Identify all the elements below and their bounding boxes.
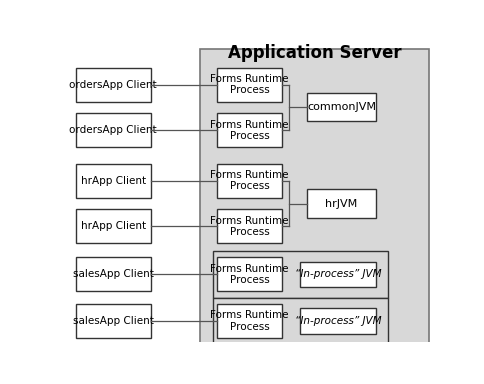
Text: Forms Runtime
Process: Forms Runtime Process: [210, 216, 288, 237]
FancyBboxPatch shape: [76, 257, 151, 291]
FancyBboxPatch shape: [76, 113, 151, 147]
FancyBboxPatch shape: [216, 209, 282, 243]
FancyBboxPatch shape: [216, 164, 282, 198]
FancyBboxPatch shape: [216, 257, 282, 291]
FancyBboxPatch shape: [76, 209, 151, 243]
Text: commonJVM: commonJVM: [306, 103, 375, 113]
FancyBboxPatch shape: [212, 298, 387, 344]
FancyBboxPatch shape: [212, 251, 387, 298]
FancyBboxPatch shape: [199, 49, 428, 348]
FancyBboxPatch shape: [216, 68, 282, 101]
Text: Forms Runtime
Process: Forms Runtime Process: [210, 310, 288, 332]
Text: hrJVM: hrJVM: [325, 199, 357, 209]
FancyBboxPatch shape: [300, 308, 375, 334]
Text: Forms Runtime
Process: Forms Runtime Process: [210, 263, 288, 285]
Text: ordersApp Client: ordersApp Client: [69, 79, 157, 89]
Text: Forms Runtime
Process: Forms Runtime Process: [210, 170, 288, 191]
FancyBboxPatch shape: [306, 189, 376, 218]
Text: Forms Runtime
Process: Forms Runtime Process: [210, 74, 288, 95]
Text: Application Server: Application Server: [227, 45, 400, 63]
FancyBboxPatch shape: [76, 164, 151, 198]
Text: hrApp Client: hrApp Client: [80, 222, 146, 232]
Text: hrApp Client: hrApp Client: [80, 175, 146, 185]
FancyBboxPatch shape: [216, 304, 282, 338]
Text: “In-process” JVM: “In-process” JVM: [294, 269, 380, 279]
Text: salesApp Client: salesApp Client: [73, 316, 153, 326]
Text: salesApp Client: salesApp Client: [73, 269, 153, 279]
FancyBboxPatch shape: [216, 113, 282, 147]
FancyBboxPatch shape: [306, 93, 376, 121]
FancyBboxPatch shape: [300, 262, 375, 287]
Text: “In-process” JVM: “In-process” JVM: [294, 316, 380, 326]
FancyBboxPatch shape: [76, 68, 151, 101]
FancyBboxPatch shape: [76, 304, 151, 338]
Text: ordersApp Client: ordersApp Client: [69, 125, 157, 135]
Text: Forms Runtime
Process: Forms Runtime Process: [210, 119, 288, 141]
